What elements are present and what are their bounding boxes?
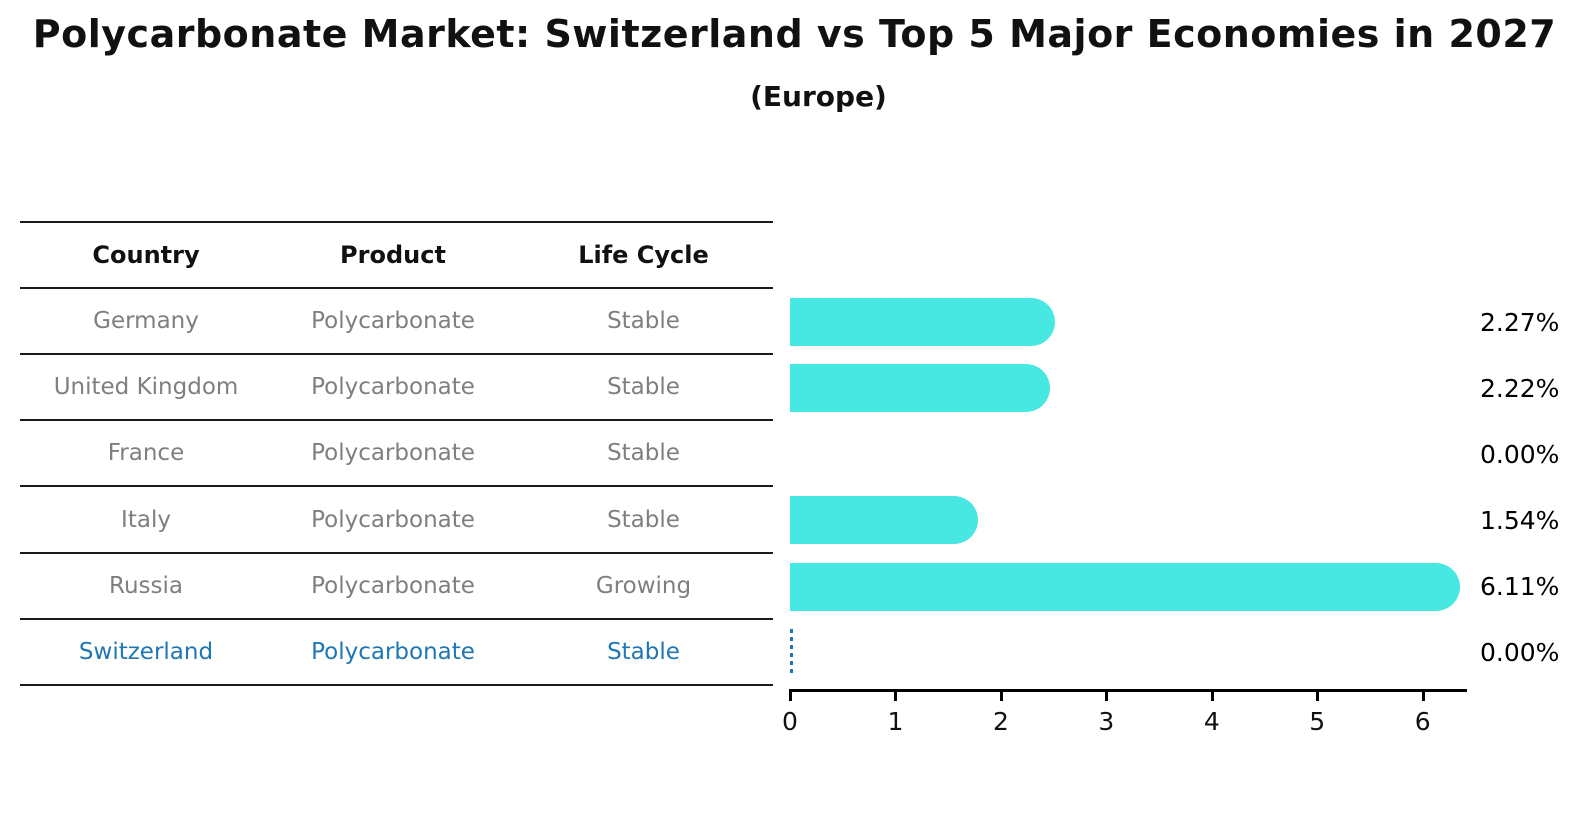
switzerland-zero-dashed-line [790,628,793,677]
column-header-product: Product [340,241,446,269]
country-cell: Germany [93,308,199,335]
product-cell: Polycarbonate [311,572,475,599]
bar-united-kingdom [790,364,1051,413]
value-label-italy: 1.54% [1480,506,1560,536]
value-label-germany: 2.27% [1480,307,1560,337]
bar-row [790,487,1467,553]
life-cycle-cell: Stable [607,440,680,467]
country-cell: Switzerland [78,638,214,665]
country-cell: United Kingdom [53,374,239,401]
x-tick-mark [999,691,1003,701]
bar-row [790,355,1467,421]
bar-plot-area [790,289,1467,686]
bar-germany [790,298,1056,346]
bar-row [790,620,1467,686]
x-tick-mark [894,691,898,701]
product-cell: Polycarbonate [311,638,475,665]
x-tick-label: 1 [887,707,904,736]
bar-row [790,554,1467,620]
column-header-life-cycle: Life Cycle [578,241,709,269]
chart-title: Polycarbonate Market: Switzerland vs Top… [32,12,1557,56]
x-tick-mark [1105,691,1109,701]
column-header-country: Country [92,241,200,269]
table-row-switzerland: Switzerland Polycarbonate Stable [20,620,773,686]
country-cell: Russia [109,572,183,599]
x-tick-mark [789,691,792,701]
table-row-france: France Polycarbonate Stable [20,421,773,488]
x-axis-line [789,689,1467,692]
value-label-united-kingdom: 2.22% [1480,373,1560,403]
country-cell: France [107,440,185,467]
product-cell: Polycarbonate [311,374,475,401]
x-tick-label: 4 [1203,707,1220,736]
x-tick-label: 2 [992,707,1009,736]
product-cell: Polycarbonate [311,440,475,467]
bar-row [790,421,1467,487]
life-cycle-cell: Stable [607,308,680,335]
bar-russia [790,562,1461,611]
table-row-germany: Germany Polycarbonate Stable [20,289,773,356]
x-tick-label: 0 [782,707,798,736]
chart-subtitle: (Europe) [750,80,887,113]
table-row-russia: Russia Polycarbonate Growing [20,554,773,620]
table-row-united-kingdom: United Kingdom Polycarbonate Stable [20,355,773,422]
table-row-italy: Italy Polycarbonate Stable [20,487,773,554]
value-label-france: 0.00% [1480,439,1560,469]
life-cycle-cell: Stable [607,638,680,665]
x-tick-mark [1421,691,1425,701]
country-table: Country Product Life Cycle Germany Polyc… [20,221,773,686]
life-cycle-cell: Growing [595,572,692,599]
value-labels: 2.27% 2.22% 0.00% 1.54% 6.11% 0.00% [1480,289,1589,686]
value-label-switzerland: 0.00% [1480,638,1560,668]
bar-italy [790,496,979,545]
product-cell: Polycarbonate [311,506,475,533]
country-cell: Italy [121,506,171,533]
life-cycle-cell: Stable [607,506,680,533]
x-tick-label: 6 [1414,707,1431,736]
x-tick-label: 5 [1309,707,1326,736]
x-tick-mark [1316,691,1320,701]
x-tick-label: 3 [1098,707,1115,736]
life-cycle-cell: Stable [607,374,680,401]
x-tick-mark [1210,691,1214,701]
table-header-row: Country Product Life Cycle [20,221,773,289]
value-label-russia: 6.11% [1480,572,1560,602]
product-cell: Polycarbonate [311,308,475,335]
bar-row [790,289,1467,355]
x-axis-ticks: 0 1 2 3 4 5 6 [782,691,1467,741]
